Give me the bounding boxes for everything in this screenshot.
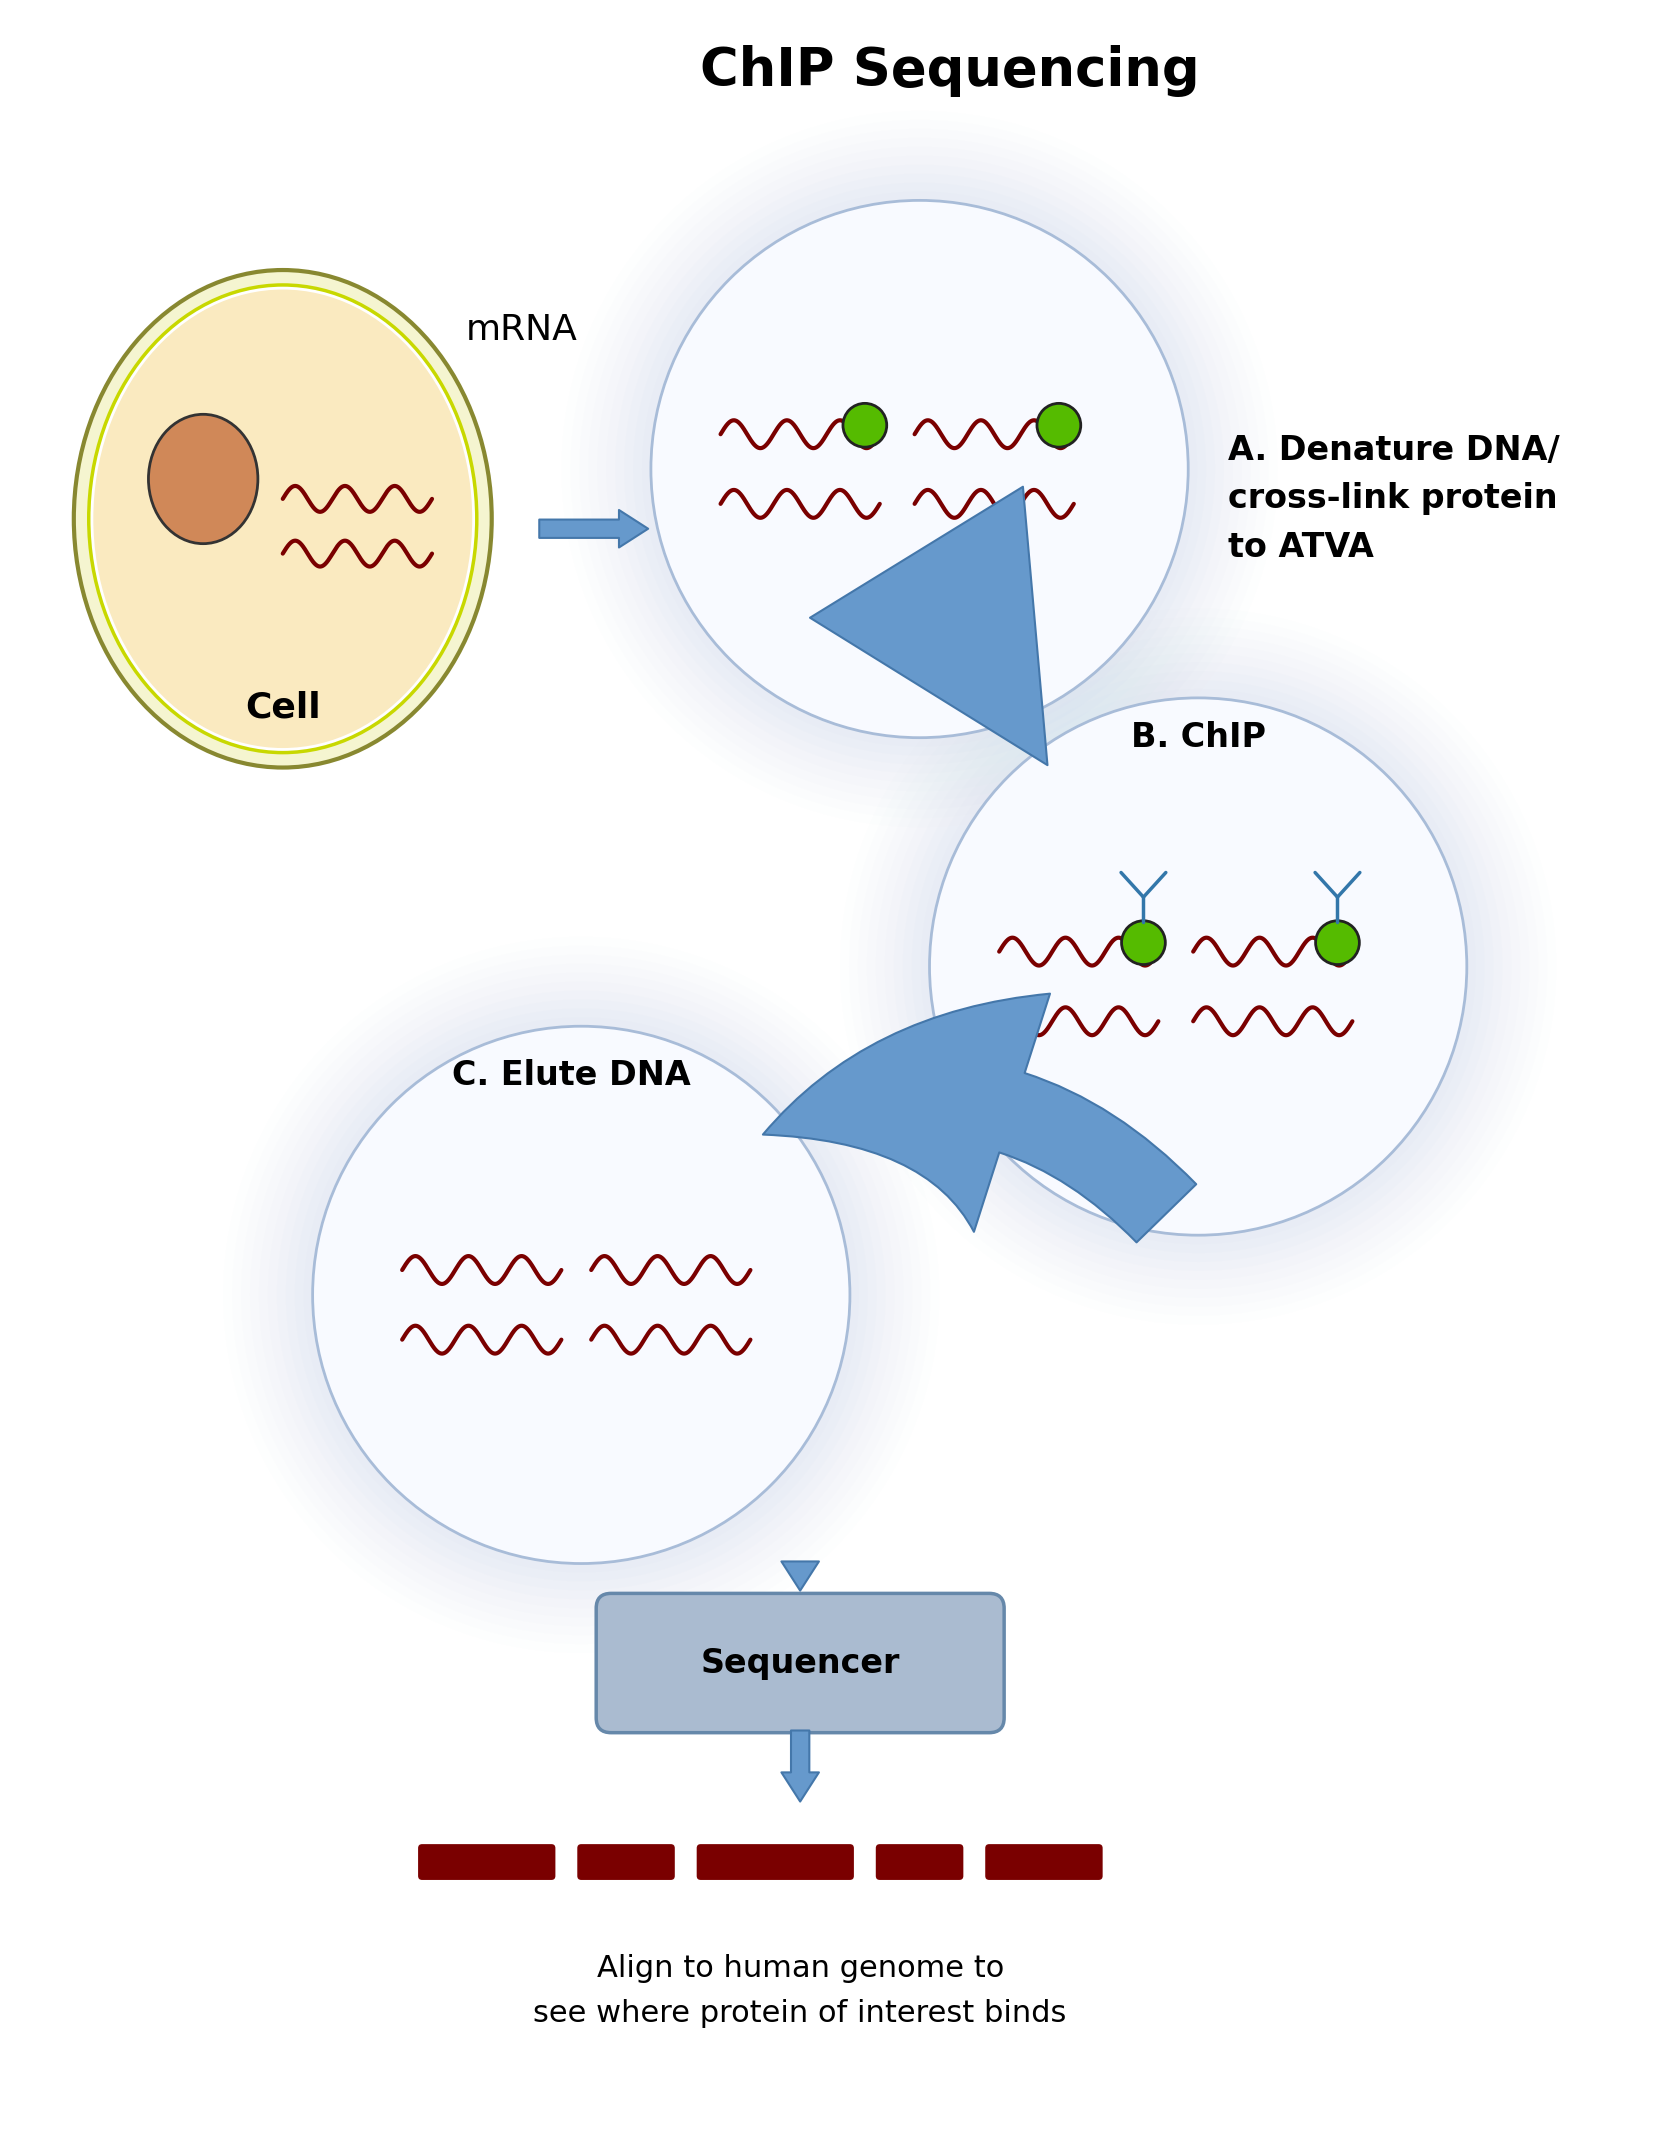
Text: Cell: Cell [245, 691, 320, 725]
Circle shape [1037, 403, 1080, 446]
Ellipse shape [73, 270, 492, 768]
Ellipse shape [92, 288, 475, 751]
FancyBboxPatch shape [577, 1843, 675, 1880]
Circle shape [1315, 921, 1359, 964]
Circle shape [642, 191, 1197, 747]
Circle shape [844, 403, 887, 446]
Circle shape [912, 680, 1485, 1253]
Text: B. ChIP: B. ChIP [1130, 721, 1265, 753]
FancyBboxPatch shape [418, 1843, 555, 1880]
Circle shape [285, 1000, 877, 1590]
Circle shape [650, 200, 1189, 738]
Text: Sequencer: Sequencer [700, 1646, 900, 1680]
FancyBboxPatch shape [875, 1843, 964, 1880]
Circle shape [295, 1009, 869, 1582]
Text: A. Denature DNA/
cross-link protein
to ATVA: A. Denature DNA/ cross-link protein to A… [1229, 433, 1560, 564]
Text: mRNA: mRNA [465, 313, 577, 348]
FancyBboxPatch shape [597, 1592, 1004, 1732]
Text: Align to human genome to
see where protein of interest binds: Align to human genome to see where prote… [533, 1955, 1067, 2028]
Circle shape [313, 1026, 850, 1564]
Text: C. Elute DNA: C. Elute DNA [452, 1060, 690, 1092]
Circle shape [633, 182, 1207, 755]
Circle shape [303, 1017, 859, 1573]
FancyBboxPatch shape [697, 1843, 854, 1880]
Circle shape [930, 697, 1467, 1236]
Circle shape [920, 689, 1475, 1245]
Circle shape [902, 672, 1494, 1262]
Ellipse shape [148, 414, 258, 543]
Circle shape [623, 174, 1215, 764]
Circle shape [1122, 921, 1165, 964]
Text: ChIP Sequencing: ChIP Sequencing [700, 45, 1199, 97]
FancyBboxPatch shape [985, 1843, 1102, 1880]
